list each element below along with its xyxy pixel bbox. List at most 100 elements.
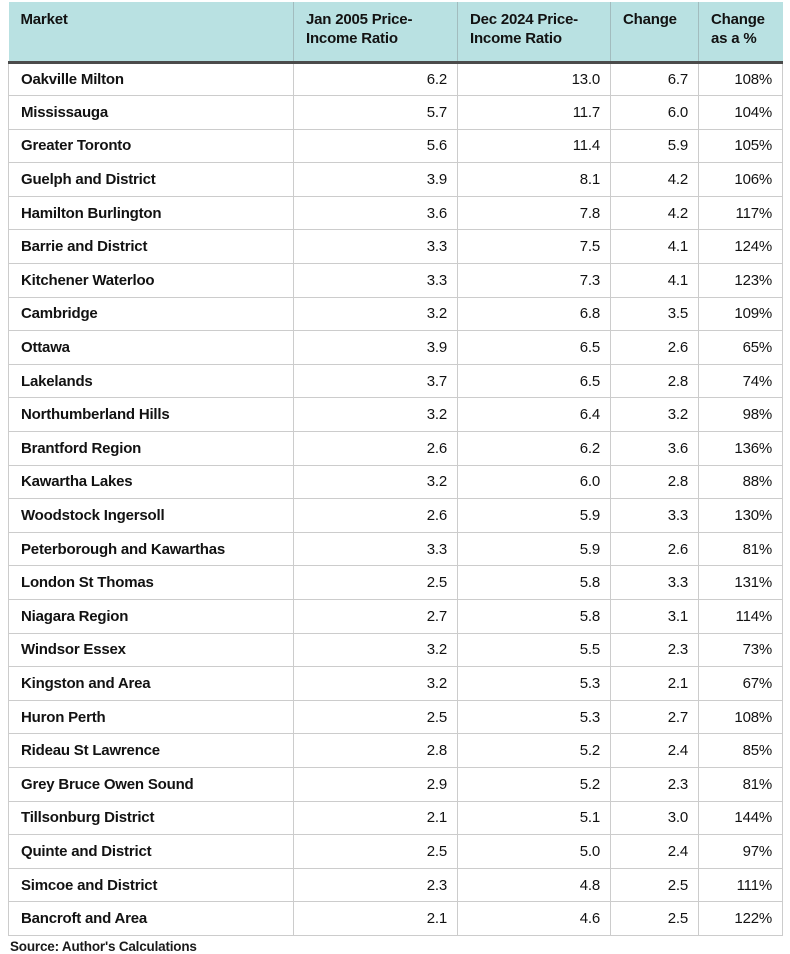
market-cell: Kitchener Waterloo	[8, 263, 294, 298]
ratio-jan-2005-cell: 3.2	[293, 397, 458, 433]
change-pct-cell: 109%	[698, 296, 783, 332]
market-cell: Rideau St Lawrence	[8, 733, 294, 768]
price-income-table: Market Jan 2005 Price-Income Ratio Dec 202…	[8, 2, 783, 936]
column-header-ratio-dec-2024: Dec 2024 Price-Income Ratio	[457, 2, 611, 64]
market-cell: Niagara Region	[8, 599, 294, 634]
change-cell: 4.2	[610, 195, 699, 231]
change-cell: 2.4	[610, 733, 699, 768]
market-cell: Lakelands	[8, 363, 294, 399]
market-cell: Peterborough and Kawarthas	[8, 531, 294, 567]
change-cell: 2.7	[610, 699, 699, 735]
ratio-dec-2024-cell: 6.0	[457, 464, 611, 500]
ratio-jan-2005-cell: 3.2	[293, 464, 458, 500]
source-note: Source: Author's Calculations	[10, 939, 197, 954]
market-cell: London St Thomas	[8, 565, 294, 600]
change-pct-cell: 67%	[698, 666, 783, 701]
table-row: Grey Bruce Owen Sound 2.9 5.2 2.3 81%	[8, 766, 783, 802]
ratio-jan-2005-cell: 2.9	[293, 766, 458, 802]
ratio-jan-2005-cell: 3.3	[293, 263, 458, 298]
change-cell: 3.0	[610, 800, 699, 836]
change-pct-cell: 81%	[698, 531, 783, 567]
market-cell: Quinte and District	[8, 834, 294, 869]
change-cell: 2.8	[610, 363, 699, 399]
ratio-dec-2024-cell: 11.4	[457, 128, 611, 164]
market-cell: Barrie and District	[8, 229, 294, 265]
table-row: Ottawa 3.9 6.5 2.6 65%	[8, 330, 783, 365]
change-pct-cell: 122%	[698, 901, 783, 936]
change-pct-cell: 108%	[698, 61, 783, 97]
ratio-jan-2005-cell: 2.1	[293, 800, 458, 836]
ratio-dec-2024-cell: 5.2	[457, 733, 611, 768]
ratio-dec-2024-cell: 6.8	[457, 296, 611, 332]
change-cell: 2.6	[610, 531, 699, 567]
table-body: Oakville Milton 6.2 13.0 6.7 108% Mississauga…	[8, 61, 783, 936]
ratio-jan-2005-cell: 3.3	[293, 531, 458, 567]
change-pct-cell: 74%	[698, 363, 783, 399]
market-cell: Hamilton Burlington	[8, 195, 294, 231]
ratio-jan-2005-cell: 2.1	[293, 901, 458, 936]
change-pct-cell: 81%	[698, 766, 783, 802]
change-pct-cell: 108%	[698, 699, 783, 735]
change-cell: 2.3	[610, 632, 699, 668]
market-cell: Oakville Milton	[8, 61, 294, 97]
table-row: Simcoe and District 2.3 4.8 2.5 111%	[8, 867, 783, 903]
change-pct-cell: 104%	[698, 95, 783, 130]
ratio-jan-2005-cell: 2.8	[293, 733, 458, 768]
table-row: Windsor Essex 3.2 5.5 2.3 73%	[8, 632, 783, 668]
change-cell: 3.2	[610, 397, 699, 433]
change-pct-cell: 131%	[698, 565, 783, 600]
header-row: Market Jan 2005 Price-Income Ratio Dec 202…	[8, 2, 783, 64]
table-row: Hamilton Burlington 3.6 7.8 4.2 117%	[8, 195, 783, 231]
market-cell: Cambridge	[8, 296, 294, 332]
ratio-dec-2024-cell: 5.5	[457, 632, 611, 668]
ratio-dec-2024-cell: 6.5	[457, 363, 611, 399]
ratio-jan-2005-cell: 3.2	[293, 296, 458, 332]
table-row: Kawartha Lakes 3.2 6.0 2.8 88%	[8, 464, 783, 500]
column-header-change: Change	[610, 2, 699, 64]
ratio-jan-2005-cell: 2.7	[293, 599, 458, 634]
ratio-jan-2005-cell: 3.9	[293, 162, 458, 197]
ratio-dec-2024-cell: 8.1	[457, 162, 611, 197]
change-pct-cell: 114%	[698, 599, 783, 634]
market-cell: Ottawa	[8, 330, 294, 365]
ratio-dec-2024-cell: 4.8	[457, 867, 611, 903]
ratio-dec-2024-cell: 6.5	[457, 330, 611, 365]
market-cell: Greater Toronto	[8, 128, 294, 164]
ratio-jan-2005-cell: 5.7	[293, 95, 458, 130]
ratio-jan-2005-cell: 5.6	[293, 128, 458, 164]
change-cell: 5.9	[610, 128, 699, 164]
ratio-jan-2005-cell: 2.5	[293, 834, 458, 869]
market-cell: Windsor Essex	[8, 632, 294, 668]
table-row: Tillsonburg District 2.1 5.1 3.0 144%	[8, 800, 783, 836]
table-header: Market Jan 2005 Price-Income Ratio Dec 202…	[8, 2, 783, 64]
change-pct-cell: 123%	[698, 263, 783, 298]
ratio-dec-2024-cell: 5.1	[457, 800, 611, 836]
change-pct-cell: 124%	[698, 229, 783, 265]
change-pct-cell: 111%	[698, 867, 783, 903]
table-row: Greater Toronto 5.6 11.4 5.9 105%	[8, 128, 783, 164]
ratio-dec-2024-cell: 5.8	[457, 599, 611, 634]
ratio-jan-2005-cell: 6.2	[293, 61, 458, 97]
change-pct-cell: 98%	[698, 397, 783, 433]
ratio-jan-2005-cell: 3.3	[293, 229, 458, 265]
change-pct-cell: 97%	[698, 834, 783, 869]
change-cell: 2.8	[610, 464, 699, 500]
ratio-jan-2005-cell: 2.5	[293, 699, 458, 735]
ratio-dec-2024-cell: 13.0	[457, 61, 611, 97]
ratio-jan-2005-cell: 2.3	[293, 867, 458, 903]
table-row: Kingston and Area 3.2 5.3 2.1 67%	[8, 666, 783, 701]
ratio-jan-2005-cell: 3.6	[293, 195, 458, 231]
change-pct-cell: 85%	[698, 733, 783, 768]
table-row: Brantford Region 2.6 6.2 3.6 136%	[8, 431, 783, 466]
table-row: Guelph and District 3.9 8.1 4.2 106%	[8, 162, 783, 197]
change-cell: 2.4	[610, 834, 699, 869]
market-cell: Woodstock Ingersoll	[8, 498, 294, 533]
ratio-jan-2005-cell: 2.6	[293, 431, 458, 466]
ratio-dec-2024-cell: 7.3	[457, 263, 611, 298]
table-row: Northumberland Hills 3.2 6.4 3.2 98%	[8, 397, 783, 433]
table-row: Niagara Region 2.7 5.8 3.1 114%	[8, 599, 783, 634]
change-cell: 3.6	[610, 431, 699, 466]
market-cell: Kawartha Lakes	[8, 464, 294, 500]
column-header-market: Market	[8, 2, 294, 64]
table-row: Woodstock Ingersoll 2.6 5.9 3.3 130%	[8, 498, 783, 533]
